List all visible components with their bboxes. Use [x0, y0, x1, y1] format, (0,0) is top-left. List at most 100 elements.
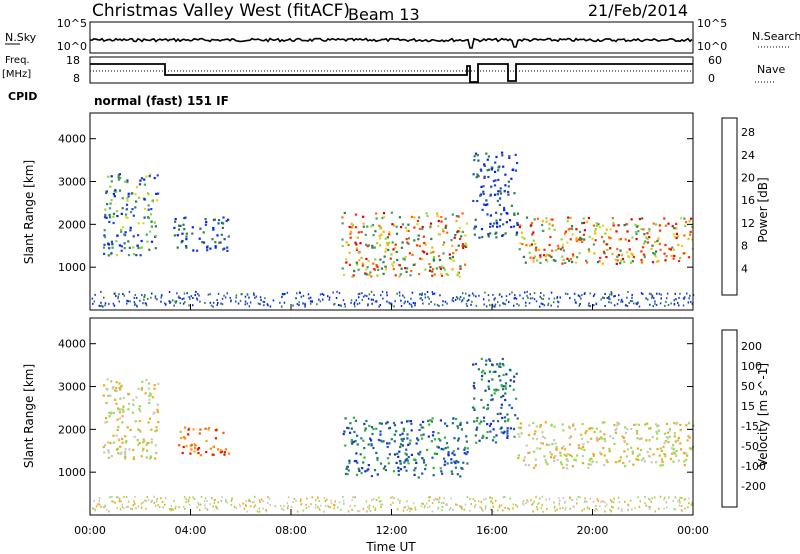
scatter-cell: [690, 300, 692, 303]
scatter-cell: [428, 263, 431, 266]
scatter-cell: [589, 427, 592, 430]
scatter-cell: [502, 364, 505, 367]
scatter-cell: [438, 255, 441, 258]
scatter-cell: [188, 304, 190, 307]
scatter-cell: [461, 508, 463, 510]
scatter-cell: [614, 461, 617, 464]
scatter-cell: [110, 455, 113, 458]
scatter-cell: [454, 298, 457, 301]
scatter-cell: [489, 500, 492, 503]
scatter-cell: [424, 464, 427, 467]
scatter-cell: [569, 435, 572, 438]
scatter-cell: [686, 439, 689, 442]
scatter-cell: [355, 247, 358, 250]
scatter-cell: [348, 459, 351, 462]
scatter-cell: [649, 447, 652, 450]
scatter-cell: [604, 505, 607, 508]
scatter-cell: [514, 414, 517, 417]
scatter-cell: [495, 499, 497, 502]
scatter-cell: [518, 226, 521, 229]
scatter-cell: [502, 223, 505, 226]
scatter-cell: [376, 242, 379, 245]
scatter-cell: [220, 302, 222, 305]
scatter-cell: [346, 426, 349, 429]
scatter-cell: [154, 297, 157, 300]
scatter-cell: [192, 428, 195, 431]
scatter-cell: [224, 448, 227, 451]
scatter-cell: [550, 304, 552, 307]
scatter-cell: [147, 421, 150, 424]
scatter-cell: [561, 255, 564, 258]
scatter-cell: [611, 437, 615, 440]
scatter-cell: [386, 457, 390, 460]
scatter-cell: [516, 417, 519, 420]
scatter-cell: [596, 509, 599, 512]
scatter-cell: [109, 394, 112, 397]
scatter-cell: [602, 500, 604, 503]
scatter-cell: [440, 272, 443, 275]
scatter-cell: [424, 293, 426, 296]
scatter-cell: [385, 247, 388, 250]
scatter-cell: [150, 441, 153, 444]
scatter-cell: [532, 231, 535, 234]
scatter-cell: [160, 296, 162, 299]
scatter-cell: [510, 406, 513, 410]
scatter-cell: [292, 304, 294, 307]
scatter-cell: [452, 509, 454, 511]
scatter-cell: [437, 219, 440, 223]
scatter-cell: [103, 235, 107, 239]
scatter-cell: [132, 403, 135, 406]
scatter-cell: [376, 473, 379, 476]
scatter-cell: [640, 258, 643, 262]
scatter-cell: [204, 223, 207, 226]
scatter-cell: [150, 428, 153, 431]
scatter-cell: [140, 239, 143, 243]
scatter-cell: [127, 300, 130, 303]
scatter-cell: [546, 463, 549, 466]
scatter-cell: [115, 402, 118, 405]
scatter-cell: [428, 297, 430, 300]
colorbar-tick-label: 12: [741, 217, 755, 230]
scatter-cell: [642, 228, 645, 231]
scatter-cell: [433, 292, 436, 295]
colorbar-tick-label: 20: [741, 172, 755, 185]
scatter-cell: [635, 232, 638, 236]
scatter-cell: [510, 204, 513, 207]
scatter-cell: [609, 237, 612, 240]
scatter-cell: [121, 197, 124, 200]
scatter-cell: [196, 505, 198, 508]
scatter-cell: [672, 257, 675, 260]
scatter-cell: [123, 496, 125, 498]
scatter-cell: [300, 295, 303, 298]
scatter-cell: [283, 505, 285, 508]
scatter-cell: [492, 370, 495, 374]
scatter-cell: [608, 298, 611, 300]
scatter-cell: [422, 502, 424, 505]
scatter-cell: [637, 230, 640, 233]
scatter-cell: [438, 501, 440, 503]
scatter-cell: [591, 460, 594, 463]
scatter-cell: [452, 450, 455, 453]
scatter-cell: [442, 448, 445, 451]
scatter-cell: [216, 507, 219, 510]
scatter-cell: [160, 300, 162, 303]
scatter-cell: [530, 499, 532, 502]
scatter-cell: [369, 509, 371, 512]
scatter-cell: [631, 294, 633, 297]
scatter-cell: [398, 450, 401, 453]
scatter-cell: [619, 262, 622, 265]
scatter-cell: [358, 302, 361, 305]
scatter-cell: [190, 448, 193, 451]
scatter-cell: [673, 508, 675, 511]
scatter-cell: [131, 208, 134, 211]
scatter-cell: [650, 247, 653, 250]
scatter-cell: [654, 302, 656, 305]
scatter-cell: [175, 300, 178, 303]
scatter-cell: [387, 248, 390, 252]
scatter-cell: [402, 294, 404, 297]
scatter-cell: [506, 419, 510, 422]
scatter-cell: [379, 462, 383, 465]
scatter-cell: [631, 260, 634, 263]
scatter-cell: [504, 420, 507, 423]
scatter-cell: [407, 462, 410, 465]
